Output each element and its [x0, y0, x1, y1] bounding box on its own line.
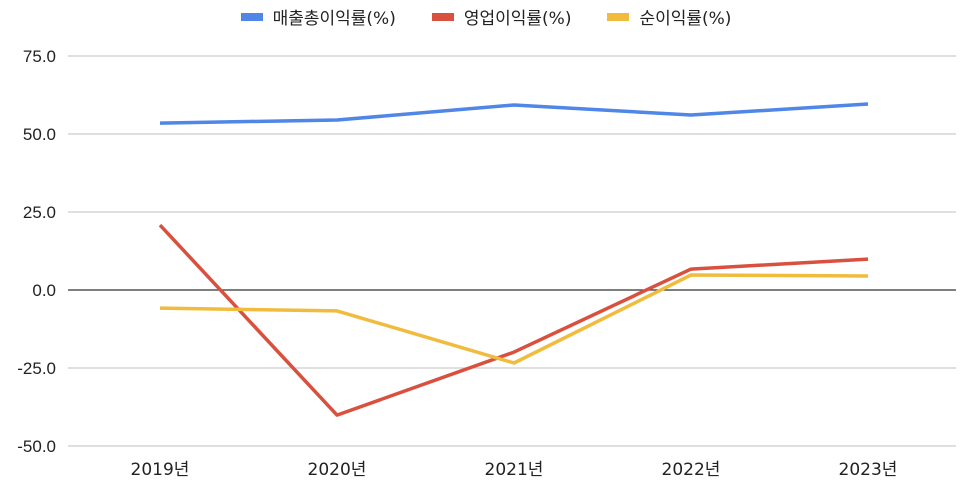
series-line[interactable]: [159, 273, 869, 365]
y-tick-label: 50.0: [23, 125, 56, 144]
y-tick-label: 0.0: [32, 281, 56, 300]
legend-swatch-icon: [431, 12, 454, 21]
legend-swatch-icon: [607, 12, 630, 21]
series-line[interactable]: [158, 223, 869, 417]
chart-legend: 매출총이익률(%) 영업이익률(%) 순이익률(%): [0, 4, 972, 29]
legend-item[interactable]: 영업이익률(%): [431, 4, 572, 29]
legend-item[interactable]: 매출총이익률(%): [240, 4, 396, 29]
y-tick-label: 25.0: [23, 203, 56, 222]
legend-label: 영업이익률(%): [463, 9, 572, 29]
legend-swatch-icon: [240, 12, 263, 21]
y-tick-label: -25.0: [17, 359, 56, 378]
legend-label: 매출총이익률(%): [272, 9, 396, 29]
series-line[interactable]: [159, 102, 869, 125]
x-tick-label: 2023년: [839, 460, 898, 480]
y-tick-label: -50.0: [17, 437, 56, 456]
y-tick-label: 75.0: [23, 47, 56, 66]
legend-item[interactable]: 순이익률(%): [607, 4, 731, 29]
legend-label: 순이익률(%): [639, 9, 732, 29]
x-tick-label: 2022년: [662, 460, 721, 480]
x-tick-label: 2019년: [131, 460, 190, 480]
x-tick-label: 2020년: [308, 460, 367, 480]
x-tick-label: 2021년: [485, 460, 544, 480]
